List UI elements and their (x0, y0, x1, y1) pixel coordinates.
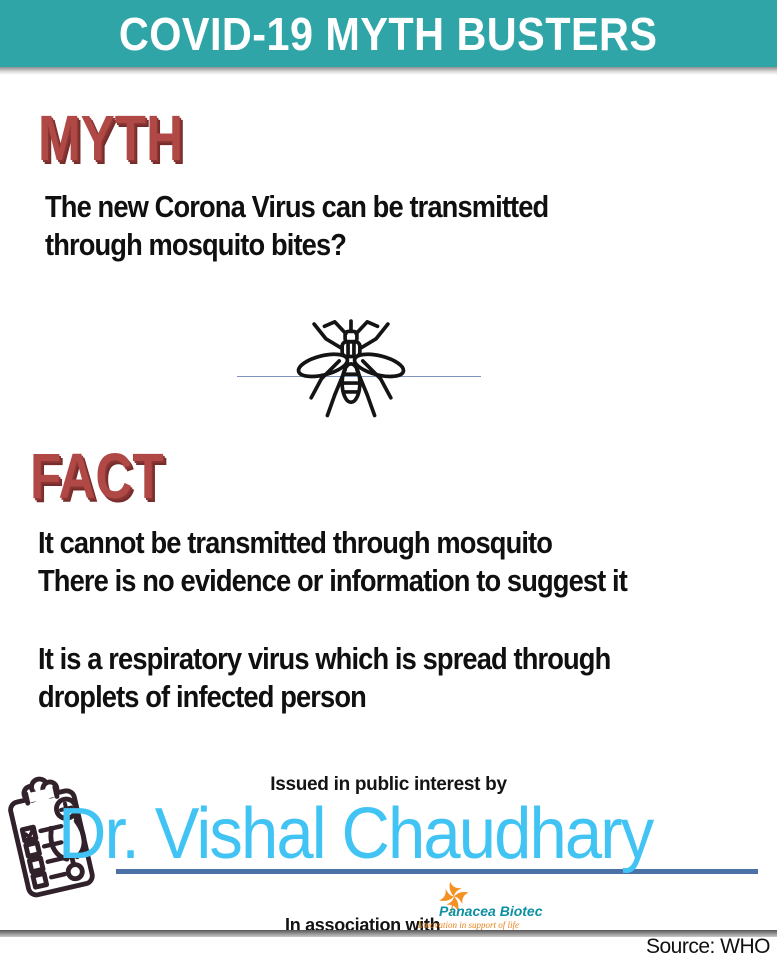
myth-heading: MYTH (38, 102, 184, 174)
mosquito-icon (296, 319, 406, 418)
fact-statement-1: It cannot be transmitted through mosquit… (38, 524, 628, 600)
panacea-biotec-logo: Panacea Biotec Innovation in support of … (415, 881, 555, 931)
name-underline (116, 869, 758, 874)
myth-statement-line1: The new Corona Virus can be transmitted (45, 189, 549, 224)
source-label: Source: WHO (645, 935, 771, 958)
bottom-edge-shadow (0, 930, 777, 937)
fact-statement-1-line1: It cannot be transmitted through mosquit… (38, 525, 553, 560)
logo-tagline: Innovation in support of life (418, 920, 519, 930)
fact-statement-2-line2: droplets of infected person (38, 679, 367, 714)
header-bar: COVID-19 MYTH BUSTERS (0, 0, 777, 67)
fact-statement-2-line1: It is a respiratory virus which is sprea… (38, 641, 611, 676)
fact-statement-1-line2: There is no evidence or information to s… (38, 563, 628, 598)
doctor-name: Dr. Vishal Chaudhary (58, 794, 654, 874)
page-title: COVID-19 MYTH BUSTERS (119, 7, 658, 60)
medical-clipboard-icon (8, 776, 95, 898)
myth-statement: The new Corona Virus can be transmitted … (45, 188, 549, 264)
fact-heading: FACT (30, 440, 164, 512)
myth-statement-line2: through mosquito bites? (45, 227, 347, 262)
panacea-star-icon (439, 881, 469, 914)
logo-name: Panacea Biotec (439, 903, 543, 919)
fact-statement-2: It is a respiratory virus which is sprea… (38, 640, 611, 716)
header-shadow (0, 67, 777, 75)
issued-by-label: Issued in public interest by (270, 774, 507, 795)
